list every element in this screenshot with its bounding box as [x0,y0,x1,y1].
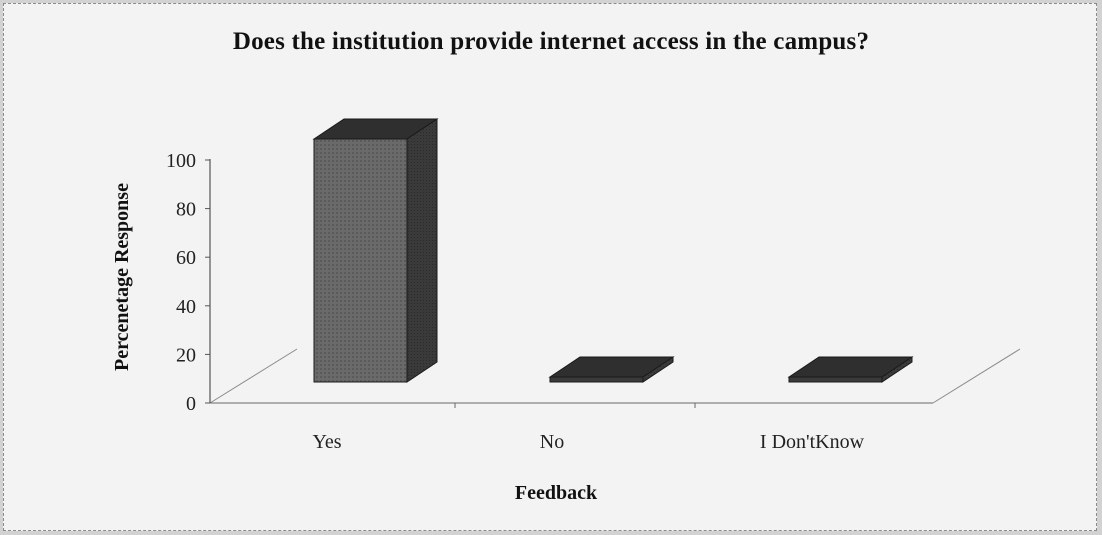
x-tick-label: No [540,431,564,453]
bar-3 [787,356,914,383]
y-tick-label: 40 [176,296,196,318]
x-axis-title: Feedback [515,482,598,504]
chart-frame [3,3,1097,531]
bar-1 [312,118,439,383]
bar-front-face [788,376,883,383]
y-tick-label: 80 [176,199,196,221]
y-tick-label: 20 [176,344,196,366]
y-tick-label: 60 [176,247,196,269]
bar-2 [548,356,675,383]
x-tick-label: I Don'tKnow [760,431,865,453]
y-axis-title: Percenetage Response [111,183,133,371]
bar-side-face [406,118,438,383]
y-tick-label: 100 [166,150,196,172]
chart-floor [209,348,1021,404]
chart-title: Does the institution provide internet ac… [232,28,870,55]
x-tick-label: Yes [312,431,341,453]
bar-front-face [549,376,644,383]
floor-left-edge [209,348,298,404]
y-tick-label: 0 [186,393,196,415]
bars [312,118,914,383]
y-axis: 0 20 40 60 80 100 [166,150,211,415]
x-axis: Yes No I Don'tKnow [312,403,865,453]
floor-right-edge [932,348,1021,404]
bar-front-face [313,138,408,383]
